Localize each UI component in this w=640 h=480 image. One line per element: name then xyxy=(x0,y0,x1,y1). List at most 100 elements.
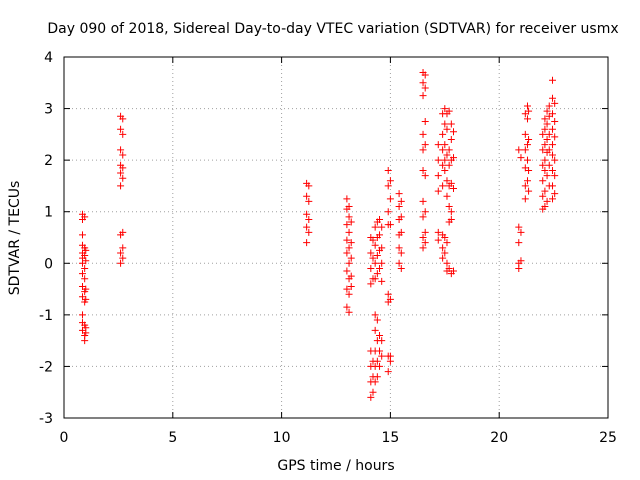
data-point xyxy=(447,136,455,144)
data-point xyxy=(541,166,549,174)
data-point xyxy=(376,362,384,370)
data-point xyxy=(303,239,311,247)
data-point xyxy=(521,195,529,203)
data-point xyxy=(523,115,531,123)
data-point xyxy=(343,236,351,244)
data-point xyxy=(371,223,379,231)
data-point xyxy=(447,215,455,223)
y-tick-label: 4 xyxy=(44,50,53,66)
data-point xyxy=(421,239,429,247)
data-point xyxy=(347,272,355,280)
data-point xyxy=(515,239,523,247)
data-point xyxy=(441,105,449,113)
data-point xyxy=(523,141,531,149)
data-point xyxy=(441,141,449,149)
data-point xyxy=(343,221,351,229)
data-point xyxy=(367,280,375,288)
x-axis-tick-labels: 0 5 10 15 20 25 xyxy=(60,430,617,446)
data-point xyxy=(515,146,523,154)
data-point xyxy=(551,133,559,141)
data-point xyxy=(343,249,351,257)
data-point xyxy=(367,393,375,401)
x-tick-label: 15 xyxy=(381,430,399,446)
data-point xyxy=(447,208,455,216)
data-point xyxy=(543,120,551,128)
data-points xyxy=(78,68,559,401)
y-tick-label: -1 xyxy=(39,308,53,324)
data-point xyxy=(523,177,531,185)
data-point xyxy=(117,125,125,133)
data-point xyxy=(419,130,427,138)
data-point xyxy=(419,79,427,87)
data-point xyxy=(343,195,351,203)
data-point xyxy=(521,146,529,154)
data-point xyxy=(445,161,453,169)
data-point xyxy=(439,161,447,169)
data-point xyxy=(541,141,549,149)
data-point xyxy=(371,275,379,283)
data-point xyxy=(439,254,447,262)
data-point xyxy=(345,259,353,267)
data-point xyxy=(434,236,442,244)
data-point xyxy=(551,117,559,125)
data-point xyxy=(386,295,394,303)
data-point xyxy=(395,259,403,267)
data-point xyxy=(441,234,449,241)
data-point xyxy=(439,130,447,138)
x-axis-label: GPS time / hours xyxy=(277,458,394,474)
data-point xyxy=(543,197,551,205)
data-point xyxy=(376,331,384,339)
data-point xyxy=(371,241,379,249)
data-point xyxy=(82,285,90,293)
data-point xyxy=(447,120,455,128)
data-point xyxy=(549,166,557,174)
data-point xyxy=(343,303,351,311)
data-point xyxy=(373,252,381,260)
data-point xyxy=(539,146,547,154)
data-point xyxy=(549,125,557,133)
data-point xyxy=(376,215,384,223)
data-point xyxy=(439,146,447,154)
data-point xyxy=(421,208,429,216)
data-point xyxy=(81,264,89,272)
data-point xyxy=(369,254,377,262)
data-point xyxy=(119,151,127,159)
data-point xyxy=(549,94,557,102)
data-point xyxy=(119,254,127,262)
data-point xyxy=(367,249,375,257)
data-point xyxy=(549,141,557,149)
data-point xyxy=(82,246,90,254)
data-point xyxy=(419,234,427,241)
data-point xyxy=(371,378,379,386)
data-point xyxy=(421,228,429,236)
data-point xyxy=(371,259,379,267)
data-point xyxy=(525,187,533,195)
data-point xyxy=(439,182,447,190)
data-point xyxy=(419,244,427,252)
data-point xyxy=(78,231,86,239)
data-point xyxy=(450,185,458,193)
data-point xyxy=(539,130,547,138)
data-point xyxy=(441,249,449,257)
data-point xyxy=(545,161,553,169)
data-point xyxy=(541,187,549,195)
data-point xyxy=(303,210,311,218)
data-point xyxy=(305,197,313,205)
data-point xyxy=(521,182,529,190)
data-point xyxy=(343,285,351,293)
data-point xyxy=(117,249,125,257)
data-point xyxy=(539,177,547,185)
data-point xyxy=(445,107,453,115)
data-point xyxy=(345,244,353,252)
data-point xyxy=(384,208,392,216)
data-point xyxy=(450,154,458,162)
data-point xyxy=(395,190,403,198)
data-point xyxy=(378,277,386,285)
data-point xyxy=(81,337,89,345)
data-point xyxy=(421,71,429,79)
data-point xyxy=(549,182,557,190)
data-point xyxy=(421,117,429,125)
data-point xyxy=(78,311,86,319)
data-point xyxy=(117,182,125,190)
data-point xyxy=(419,166,427,174)
